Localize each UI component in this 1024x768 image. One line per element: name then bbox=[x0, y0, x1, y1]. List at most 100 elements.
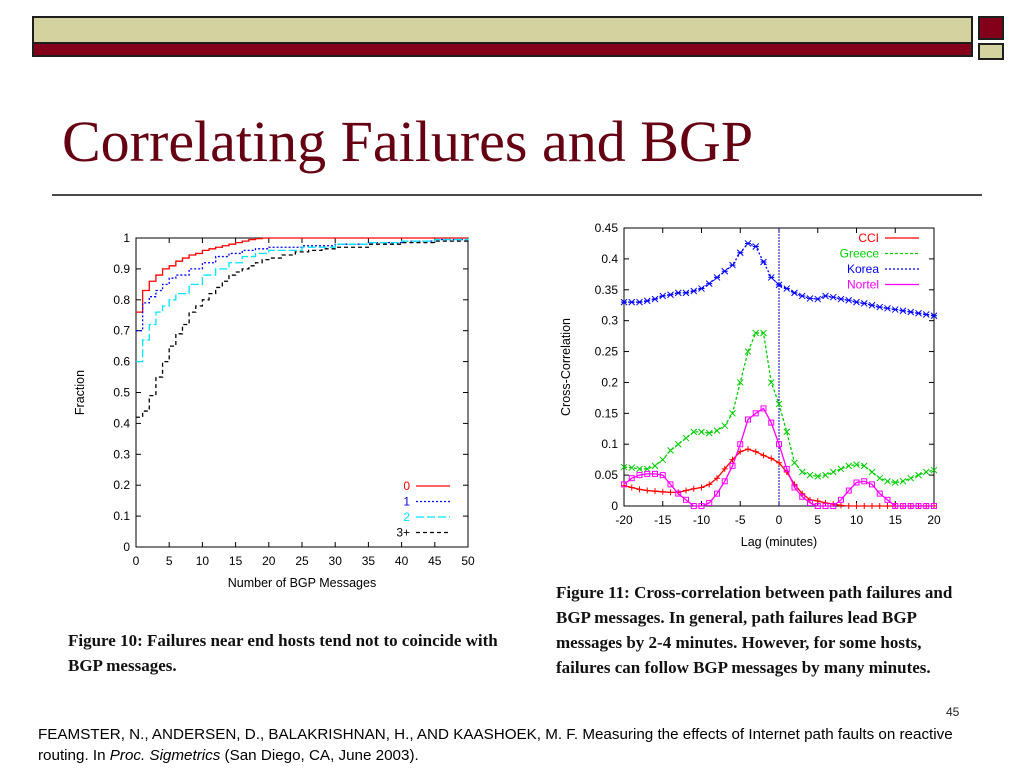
data-point-cci bbox=[884, 503, 891, 509]
data-point-greece bbox=[853, 461, 860, 468]
data-point-greece bbox=[860, 462, 868, 470]
data-point-korea bbox=[884, 304, 891, 312]
data-point-greece bbox=[791, 459, 798, 467]
data-point-nortel bbox=[822, 503, 829, 509]
data-point-nortel bbox=[869, 481, 875, 488]
data-point-cci bbox=[807, 496, 813, 503]
data-point-nortel bbox=[861, 478, 868, 485]
page-number: 45 bbox=[946, 705, 960, 719]
data-point-greece bbox=[899, 477, 907, 485]
y-tick-label: 0 bbox=[123, 540, 130, 554]
data-point-korea bbox=[829, 293, 837, 301]
data-point-nortel bbox=[721, 478, 728, 485]
data-point-nortel bbox=[698, 503, 705, 509]
x-tick-label: 0 bbox=[133, 554, 140, 568]
data-point-korea bbox=[698, 285, 705, 292]
data-point-greece bbox=[783, 428, 791, 436]
legend-label-korea: Korea bbox=[847, 262, 879, 276]
x-tick-label: 10 bbox=[850, 513, 864, 527]
legend-label-nortel: Nortel bbox=[847, 278, 879, 292]
y-tick-label: 0.35 bbox=[595, 283, 619, 297]
data-point-nortel bbox=[690, 503, 697, 509]
data-point-nortel bbox=[768, 419, 775, 426]
data-point-korea bbox=[822, 292, 829, 300]
data-point-nortel bbox=[907, 503, 914, 509]
data-point-korea bbox=[705, 280, 713, 287]
data-point-nortel bbox=[931, 503, 937, 509]
data-point-greece bbox=[752, 329, 760, 337]
series-line-1 bbox=[136, 238, 469, 332]
x-axis-label: Number of BGP Messages bbox=[228, 576, 376, 590]
x-tick-label: 35 bbox=[362, 554, 376, 568]
y-tick-label: 0.2 bbox=[113, 478, 130, 492]
data-point-cci bbox=[752, 448, 759, 455]
data-point-cci bbox=[659, 488, 666, 495]
data-point-korea bbox=[915, 309, 922, 317]
x-tick-label: 5 bbox=[166, 554, 173, 568]
x-tick-label: 20 bbox=[927, 513, 941, 527]
footnote-text-after: (San Diego, CA, June 2003). bbox=[220, 747, 419, 764]
x-tick-label: 5 bbox=[814, 513, 821, 527]
data-point-greece bbox=[705, 429, 713, 437]
data-point-korea bbox=[891, 306, 899, 313]
data-point-cci bbox=[876, 503, 883, 509]
data-point-greece bbox=[891, 479, 899, 486]
data-point-cci bbox=[776, 459, 782, 466]
data-point-greece bbox=[721, 422, 729, 430]
data-point-korea bbox=[674, 289, 682, 297]
y-tick-label: 0 bbox=[611, 499, 618, 513]
data-point-greece bbox=[651, 462, 659, 470]
data-point-korea bbox=[643, 297, 651, 305]
cross-correlation-chart: -20 -15 -10 -5 0 5 10 15 20 0 0.05 0.1 0.15 0.2 0.25 0.… bbox=[559, 221, 941, 549]
data-point-greece bbox=[775, 400, 783, 408]
data-point-nortel bbox=[714, 490, 720, 497]
data-point-greece bbox=[907, 474, 915, 482]
data-point-cci bbox=[714, 475, 720, 482]
data-point-nortel bbox=[706, 499, 713, 506]
data-point-greece bbox=[667, 447, 674, 454]
data-point-korea bbox=[853, 298, 860, 306]
data-point-korea bbox=[767, 274, 775, 281]
data-point-korea bbox=[752, 243, 760, 250]
data-point-greece bbox=[760, 329, 767, 337]
data-point-greece bbox=[682, 434, 690, 442]
data-point-greece bbox=[884, 477, 891, 485]
header-band-highlight bbox=[34, 18, 971, 44]
y-axis-label: Fraction bbox=[73, 370, 87, 415]
data-point-greece bbox=[922, 468, 930, 476]
data-point-korea bbox=[922, 311, 930, 318]
y-tick-label: 0.5 bbox=[113, 386, 130, 400]
data-point-cci bbox=[706, 481, 713, 488]
data-point-greece bbox=[798, 468, 806, 476]
x-tick-label: 20 bbox=[262, 554, 276, 568]
data-point-korea bbox=[876, 303, 884, 311]
x-tick-label: 15 bbox=[889, 513, 903, 527]
data-point-nortel bbox=[745, 416, 751, 423]
data-point-cci bbox=[869, 503, 875, 509]
data-point-cci bbox=[683, 487, 689, 494]
data-point-nortel bbox=[752, 410, 759, 417]
series-line-3- bbox=[136, 238, 469, 418]
x-tick-label: 45 bbox=[428, 554, 442, 568]
data-point-korea bbox=[620, 298, 628, 306]
x-axis-label: Lag (minutes) bbox=[741, 535, 817, 549]
y-tick-label: 0.3 bbox=[113, 447, 130, 461]
data-point-greece bbox=[806, 471, 814, 479]
data-point-cci bbox=[690, 485, 697, 492]
x-tick-label: 30 bbox=[329, 554, 343, 568]
data-point-korea bbox=[845, 296, 853, 304]
y-tick-label: 0.3 bbox=[601, 314, 618, 328]
series-line-2 bbox=[136, 238, 469, 363]
data-point-korea bbox=[798, 292, 806, 300]
y-tick-label: 0.4 bbox=[601, 252, 618, 266]
data-point-nortel bbox=[923, 503, 930, 509]
data-point-korea bbox=[907, 308, 915, 316]
data-point-greece bbox=[736, 379, 744, 386]
data-point-nortel bbox=[799, 493, 806, 500]
data-point-korea bbox=[690, 287, 698, 295]
y-tick-label: 0.05 bbox=[595, 468, 619, 482]
data-point-korea bbox=[899, 307, 907, 315]
data-point-nortel bbox=[830, 503, 837, 509]
data-point-nortel bbox=[683, 496, 689, 503]
data-point-greece bbox=[915, 471, 922, 479]
